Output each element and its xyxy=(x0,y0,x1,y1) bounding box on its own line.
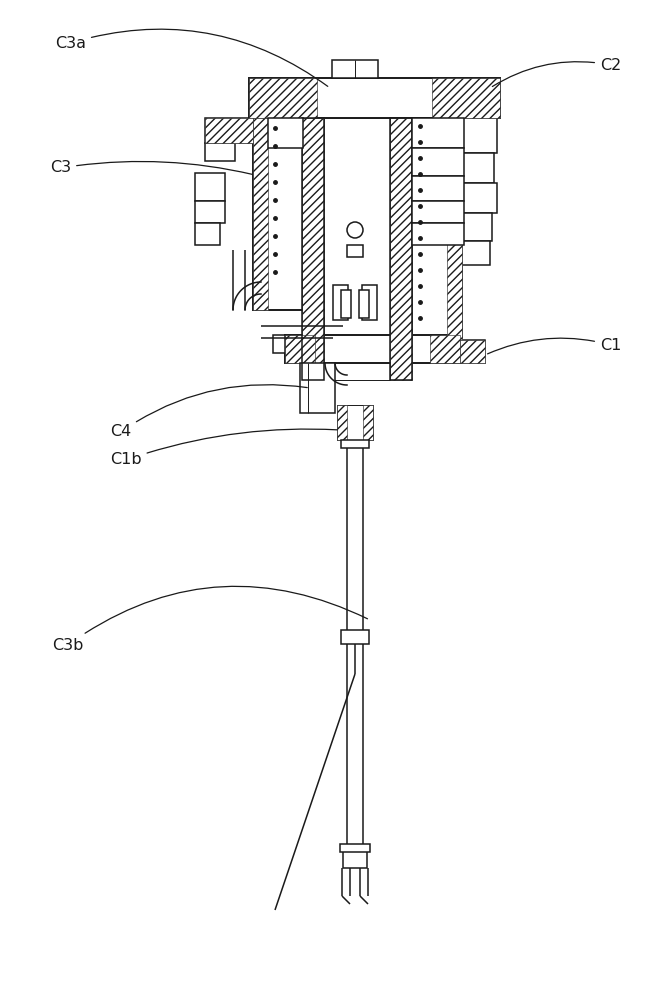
Bar xyxy=(447,118,462,340)
Bar xyxy=(460,340,485,363)
Bar xyxy=(341,630,369,644)
Bar xyxy=(412,148,464,176)
Bar xyxy=(285,335,460,363)
Text: C1: C1 xyxy=(488,338,622,354)
Bar xyxy=(462,241,490,265)
Text: C3b: C3b xyxy=(52,586,367,652)
Bar xyxy=(432,78,500,118)
Bar xyxy=(253,118,268,310)
Text: C1b: C1b xyxy=(110,429,337,468)
Bar xyxy=(462,118,497,153)
Text: C4: C4 xyxy=(110,385,307,440)
Bar xyxy=(390,118,412,380)
Bar xyxy=(249,78,500,118)
Bar xyxy=(332,60,378,78)
Bar xyxy=(341,290,351,318)
Bar xyxy=(195,173,225,201)
Bar xyxy=(363,405,373,440)
Bar xyxy=(302,118,324,380)
Bar xyxy=(347,245,363,257)
Bar xyxy=(340,844,370,852)
Bar xyxy=(462,213,492,241)
Bar xyxy=(273,335,285,353)
Bar xyxy=(343,850,367,868)
Bar xyxy=(268,118,303,148)
Circle shape xyxy=(347,222,363,238)
Bar xyxy=(412,201,464,223)
Text: C3a: C3a xyxy=(55,29,328,86)
Bar xyxy=(341,440,369,448)
Bar xyxy=(195,223,220,245)
Bar xyxy=(195,201,225,223)
Bar xyxy=(362,285,377,320)
Bar xyxy=(324,118,390,380)
Bar xyxy=(430,335,460,363)
Bar xyxy=(460,340,485,363)
Text: C3: C3 xyxy=(50,160,252,176)
Text: C2: C2 xyxy=(492,57,622,87)
Bar xyxy=(412,176,464,201)
Bar xyxy=(285,335,315,363)
Bar xyxy=(462,183,497,213)
Bar xyxy=(337,405,347,440)
Bar xyxy=(390,118,412,380)
Bar xyxy=(337,405,373,440)
Bar xyxy=(205,143,235,161)
Bar xyxy=(205,118,253,143)
Bar xyxy=(253,118,303,310)
Bar xyxy=(300,363,335,413)
Bar xyxy=(412,118,462,340)
Bar xyxy=(462,153,494,183)
Bar xyxy=(412,118,464,148)
Bar xyxy=(333,285,348,320)
Bar xyxy=(302,118,324,380)
Bar xyxy=(249,78,317,118)
Bar xyxy=(412,223,464,245)
Bar xyxy=(359,290,369,318)
Bar xyxy=(205,118,253,143)
